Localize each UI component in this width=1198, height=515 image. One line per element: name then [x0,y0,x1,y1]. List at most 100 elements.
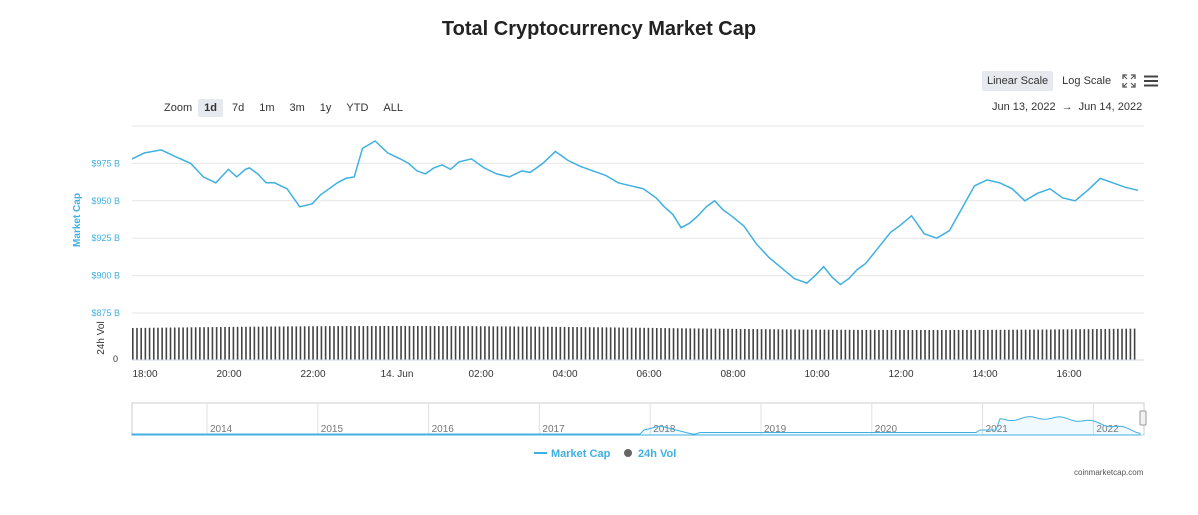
zoom-7d-button[interactable]: 7d [231,102,245,114]
volume-bar [400,326,402,360]
volume-bar [1054,329,1056,360]
volume-bar [953,329,956,360]
volume-bar [928,330,931,360]
volume-bar [1112,328,1115,360]
legend: Market Cap 24h Vol [534,448,676,460]
legend-volume[interactable]: 24h Vol [638,448,676,460]
volume-bar [798,329,801,360]
volume-bar [358,326,360,360]
volume-bar [538,326,541,360]
volume-bar [261,326,264,360]
volume-bar [873,329,876,360]
zoom-1d-button[interactable]: 1d [198,99,223,117]
volume-bar [995,329,998,360]
volume-bar [370,326,373,360]
volume-bar [253,326,256,360]
volume-bar [899,329,901,360]
volume-bar [375,326,377,360]
date-range-to[interactable]: Jun 14, 2022 [1078,101,1143,113]
linear-scale-button[interactable]: Linear Scale [982,71,1054,91]
volume-bar [437,326,440,360]
volume-bar [739,328,742,360]
volume-bar [500,326,503,360]
volume-bar [752,329,754,360]
legend-market-cap[interactable]: Market Cap [551,448,611,460]
volume-bar [593,327,595,360]
volume-bar [961,329,964,360]
x-tick-label: 02:00 [468,369,493,380]
chart-title: Total Cryptocurrency Market Cap [441,18,757,40]
volume-bar [940,329,943,360]
volume-bar [157,327,159,360]
volume-bar [978,329,981,360]
volume-bar [949,329,951,360]
volume-bar [1058,329,1060,360]
volume-bar [731,328,734,360]
y-tick-labels: $975 B $950 B $925 B $900 B $875 B [91,158,120,318]
volume-bar [186,327,189,360]
volume-bar [555,326,557,360]
volume-bar [920,330,922,360]
volume-bar [647,327,650,360]
volume-bar [387,326,390,360]
volume-bar [257,326,260,360]
y-tick-label: $925 B [91,233,120,243]
volume-bar [140,327,142,360]
volume-bar [173,327,176,360]
fullscreen-icon[interactable] [1120,72,1138,90]
volume-bar [178,327,180,360]
volume-bar [316,326,319,360]
zoom-all-button[interactable]: ALL [383,102,403,114]
navigator-year-labels: 2014 2015 2016 2017 2018 2019 2020 2021 2022 [206,403,1119,435]
volume-bar [236,326,239,360]
volume-bar [1100,328,1102,360]
volume-bar [836,329,838,360]
volume-bar [827,329,830,360]
volume-bar [685,328,687,360]
volume-bar [505,326,507,360]
volume-bar [823,329,826,360]
volume-bar [932,330,935,360]
volume-bar [957,329,960,360]
volume-bar [249,326,251,360]
volume-bar [861,329,863,360]
date-range-from[interactable]: Jun 13, 2022 [992,101,1056,113]
navigator-year-label: 2018 [653,424,676,435]
zoom-1y-button[interactable]: 1y [319,102,332,114]
zoom-3m-button[interactable]: 3m [289,102,305,114]
volume-bar [190,327,193,360]
volume-bar [488,326,490,360]
volume-bar [966,329,968,360]
menu-icon[interactable] [1142,72,1160,90]
volume-bar [152,327,155,360]
volume-bar [681,328,683,360]
volume-bar [429,326,432,360]
volume-bar [806,329,809,360]
volume-bar [337,326,339,360]
volume-bar [1020,329,1023,360]
volume-bars [132,326,1144,361]
footer-credit[interactable]: coinmarketcap.com [1074,468,1144,477]
volume-zero-label: 0 [113,354,118,364]
zoom-1m-button[interactable]: 1m [259,102,275,114]
zoom-ytd-button[interactable]: YTD [346,102,369,114]
volume-bar [563,326,566,360]
log-scale-button[interactable]: Log Scale [1062,75,1112,87]
volume-bar [526,326,528,360]
volume-bar [559,326,562,360]
volume-bar [915,330,918,360]
volume-bar [354,326,356,360]
volume-bar [232,326,235,360]
volume-bar [345,326,348,360]
volume-bar [458,326,461,360]
navigator-handle[interactable] [1139,410,1147,426]
navigator-year-label: 2019 [764,424,787,435]
volume-bar [1079,329,1081,360]
volume-bar [475,326,478,360]
volume-bar [676,328,679,360]
volume-bar [974,329,977,360]
volume-axis-label: 24h Vol [96,321,107,354]
market-cap-chart[interactable]: $975 B $950 B $925 B $900 B $875 B Market Ca… [0,0,1198,470]
zoom-label: Zoom [164,102,193,114]
